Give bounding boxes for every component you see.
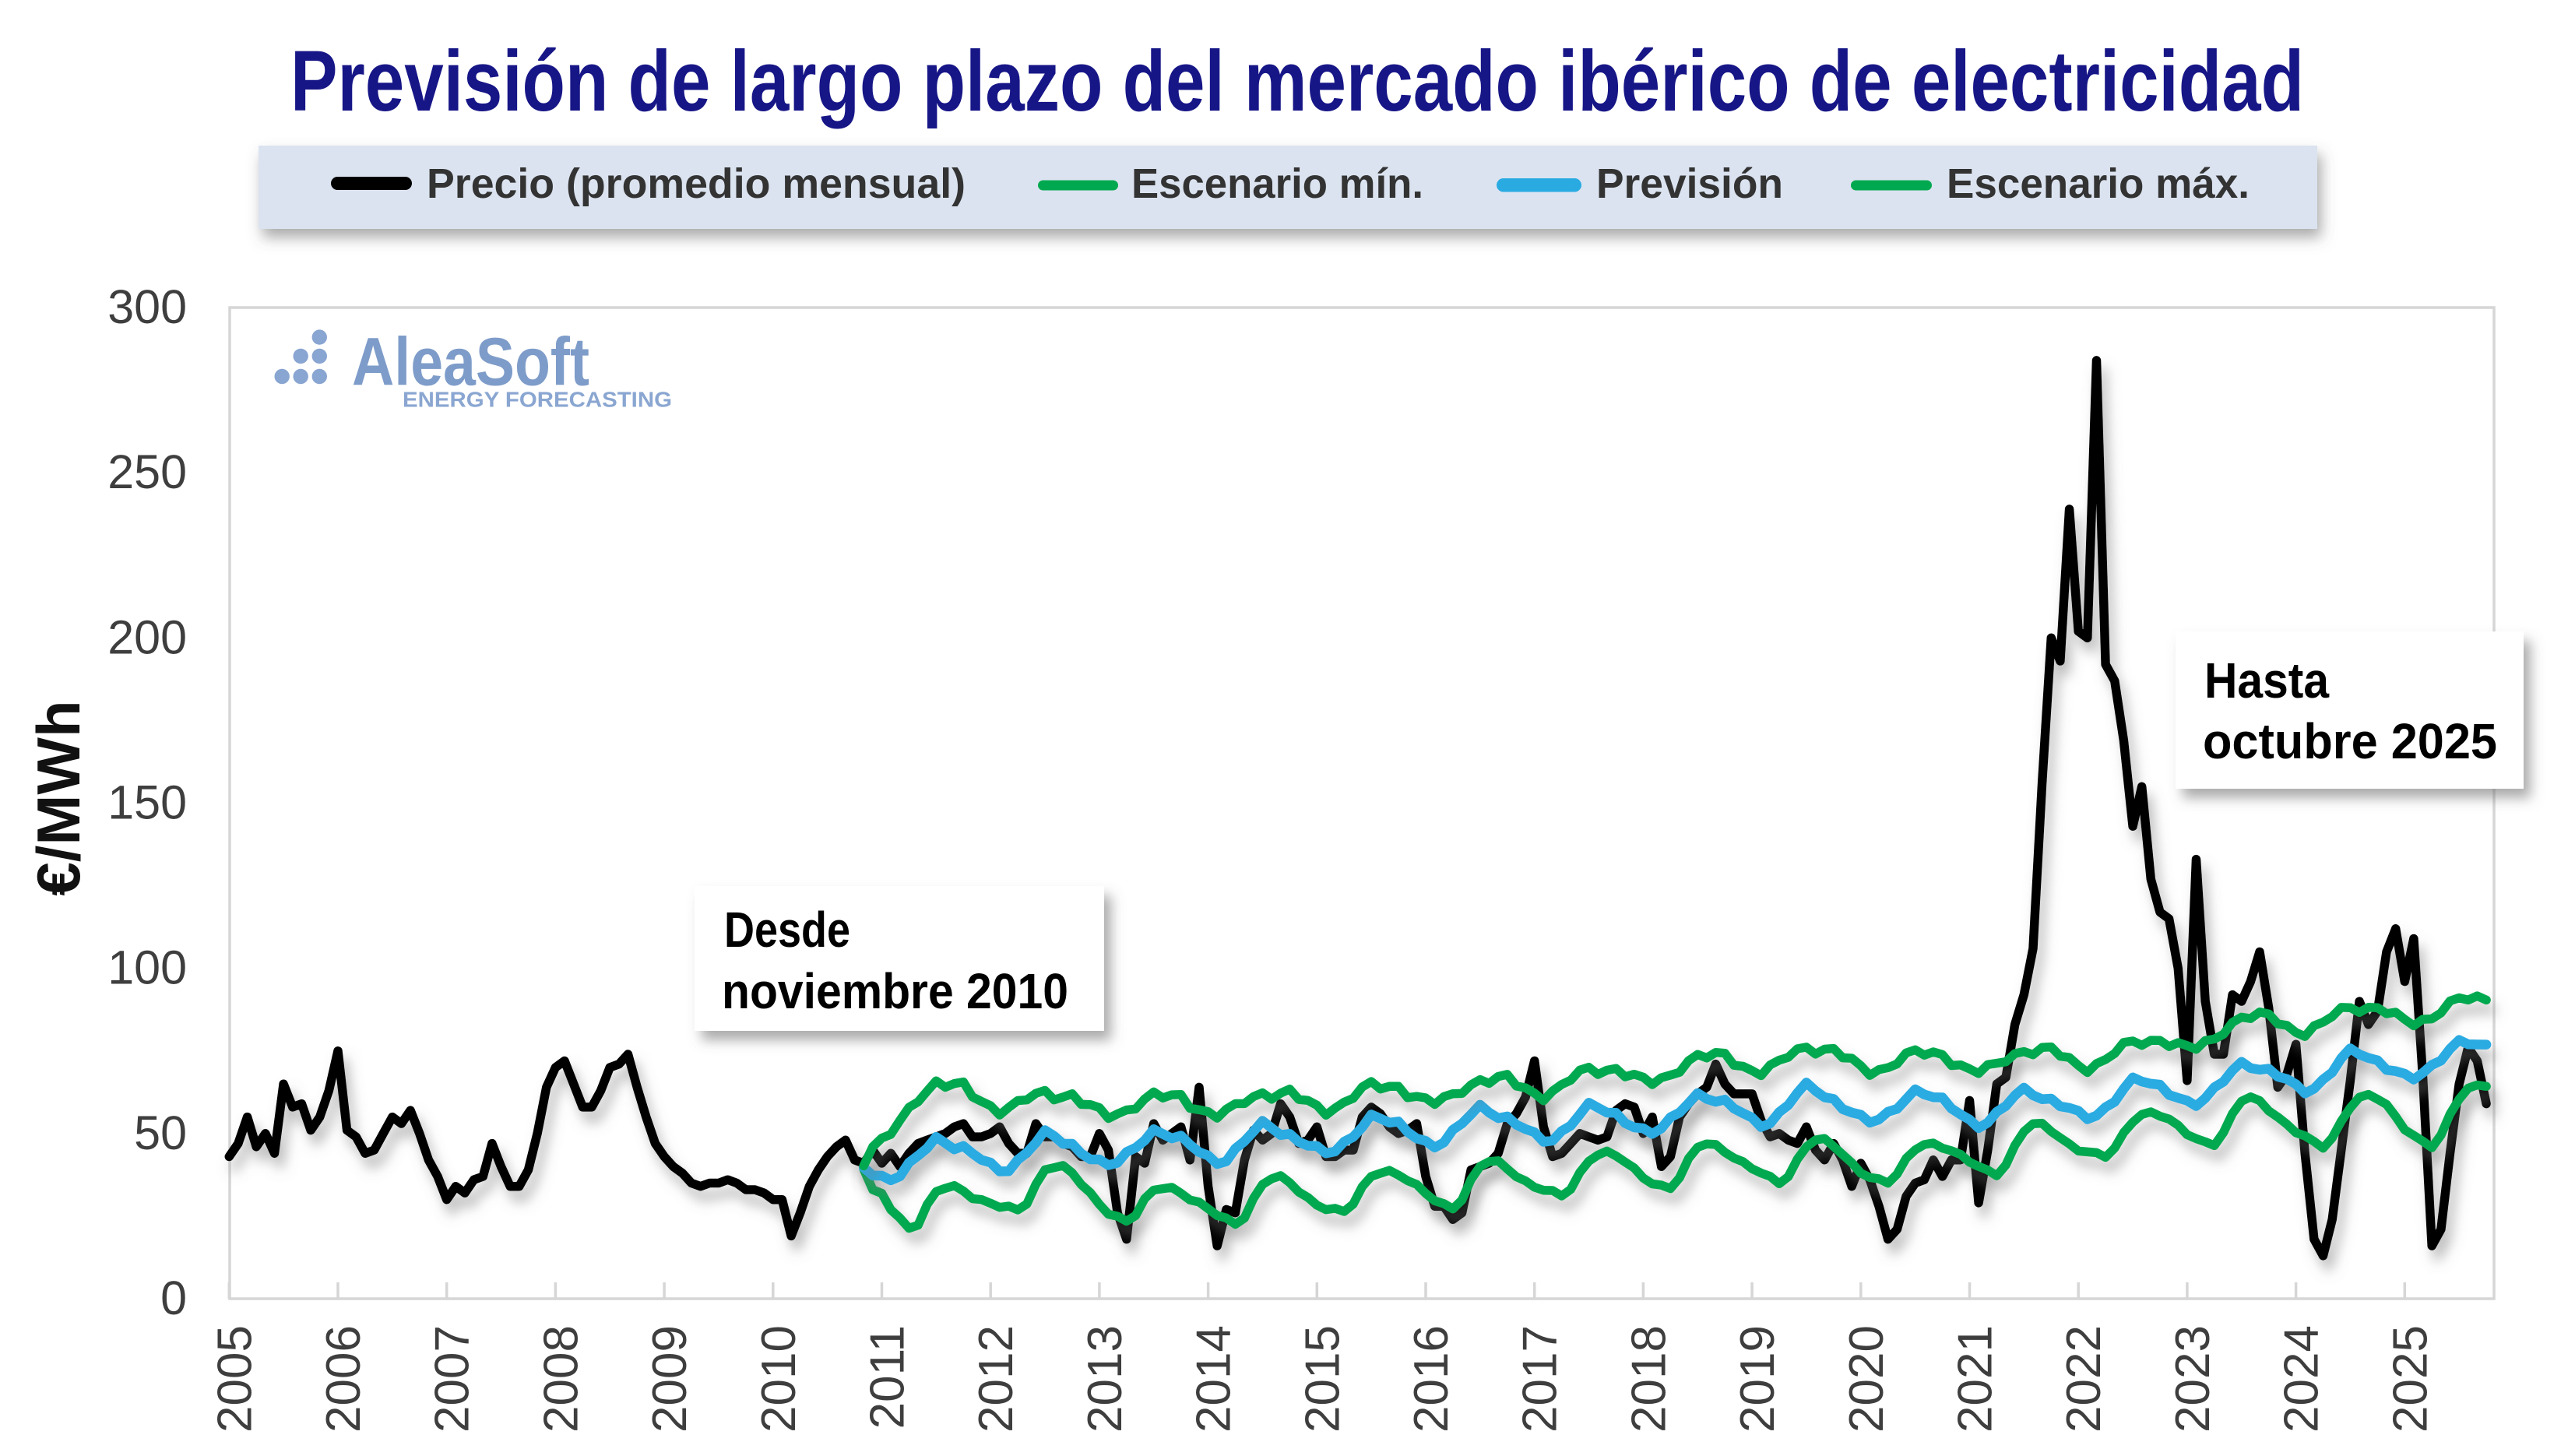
- svg-text:2022: 2022: [2057, 1325, 2111, 1433]
- svg-text:2024: 2024: [2275, 1325, 2329, 1433]
- svg-text:2019: 2019: [1731, 1325, 1785, 1433]
- svg-text:Precio (promedio mensual): Precio (promedio mensual): [427, 160, 966, 207]
- svg-text:ENERGY FORECASTING: ENERGY FORECASTING: [403, 388, 672, 412]
- svg-text:300: 300: [107, 280, 187, 333]
- svg-text:150: 150: [107, 776, 187, 829]
- svg-text:2016: 2016: [1405, 1325, 1458, 1433]
- svg-text:octubre 2025: octubre 2025: [2203, 713, 2497, 769]
- svg-text:2007: 2007: [426, 1325, 480, 1433]
- svg-text:2018: 2018: [1622, 1325, 1676, 1433]
- svg-text:noviembre 2010: noviembre 2010: [722, 963, 1068, 1019]
- svg-text:Desde: Desde: [724, 902, 850, 958]
- svg-text:2017: 2017: [1514, 1325, 1567, 1433]
- svg-text:2015: 2015: [1296, 1325, 1349, 1433]
- svg-text:200: 200: [107, 610, 187, 663]
- svg-text:Previsión: Previsión: [1596, 160, 1783, 207]
- svg-text:2014: 2014: [1187, 1325, 1241, 1433]
- svg-text:€/MWh: €/MWh: [24, 700, 93, 895]
- svg-text:Previsión de largo plazo del m: Previsión de largo plazo del mercado ibé…: [290, 33, 2304, 129]
- svg-text:Hasta: Hasta: [2204, 652, 2329, 709]
- svg-text:2005: 2005: [208, 1325, 262, 1433]
- svg-text:250: 250: [107, 445, 187, 498]
- svg-text:2011: 2011: [861, 1325, 915, 1429]
- svg-text:2006: 2006: [317, 1325, 371, 1433]
- svg-text:2010: 2010: [752, 1325, 806, 1433]
- svg-text:2025: 2025: [2383, 1325, 2437, 1433]
- svg-text:2021: 2021: [1949, 1325, 2003, 1433]
- svg-text:2008: 2008: [534, 1325, 588, 1433]
- svg-text:0: 0: [160, 1271, 187, 1324]
- svg-text:2012: 2012: [969, 1325, 1023, 1433]
- svg-text:2023: 2023: [2166, 1325, 2220, 1433]
- svg-text:2009: 2009: [643, 1325, 697, 1433]
- svg-text:2013: 2013: [1078, 1325, 1132, 1433]
- svg-text:2020: 2020: [1840, 1325, 1894, 1433]
- svg-text:Escenario máx.: Escenario máx.: [1947, 160, 2250, 207]
- svg-text:50: 50: [134, 1106, 187, 1159]
- svg-text:AleaSoft: AleaSoft: [352, 325, 589, 400]
- svg-text:Escenario mín.: Escenario mín.: [1131, 160, 1423, 207]
- svg-text:100: 100: [107, 941, 187, 994]
